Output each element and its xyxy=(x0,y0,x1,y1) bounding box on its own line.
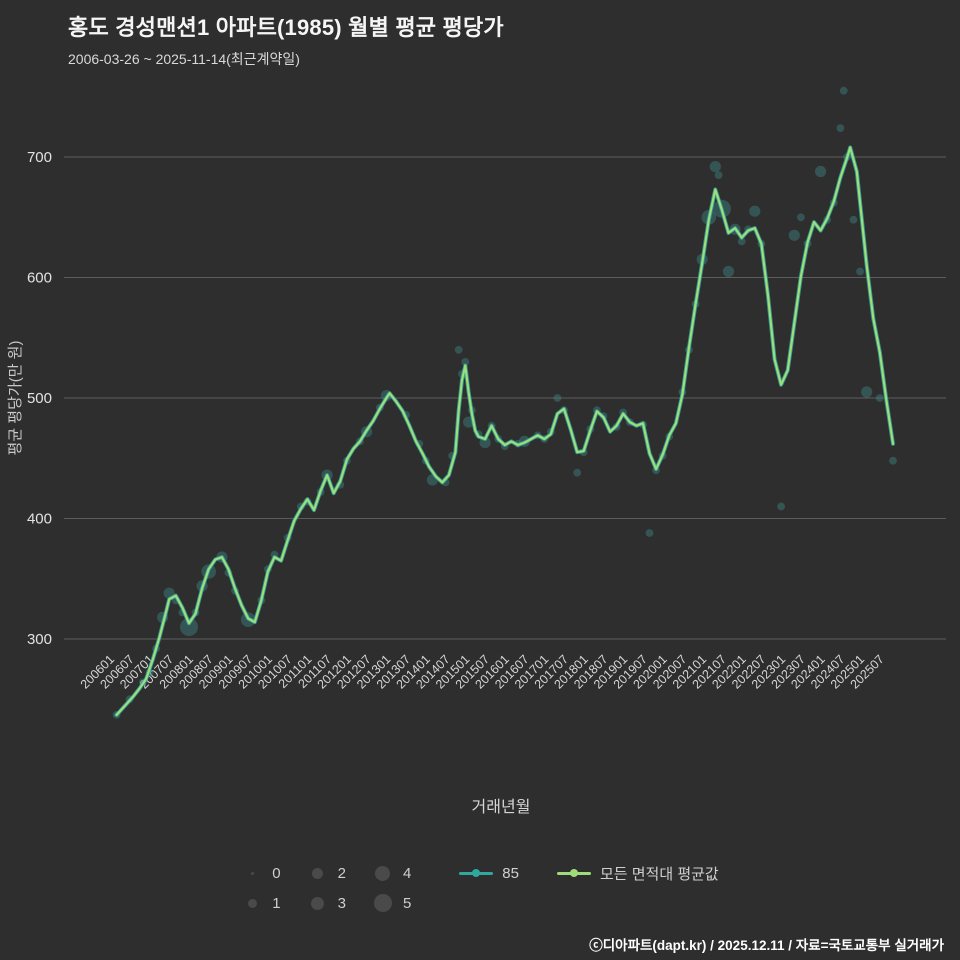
series-legend: 85 모든 면적대 평균값 xyxy=(459,858,719,888)
bubble-size-dot-5 xyxy=(373,894,392,912)
y-axis-label: 평균 평당가(만 원) xyxy=(7,341,24,456)
transaction-bubble[interactable] xyxy=(889,456,897,465)
transaction-bubble[interactable] xyxy=(461,358,470,366)
bubble-size-label-1: 1 xyxy=(272,894,281,912)
transaction-bubble[interactable] xyxy=(454,345,463,354)
legend-series-85[interactable]: 85 xyxy=(459,865,519,882)
transaction-bubble[interactable] xyxy=(180,618,198,636)
chart-subtitle: 2006-03-26 ~ 2025-11-14(최근계약일) xyxy=(68,51,300,67)
transaction-bubble[interactable] xyxy=(709,161,721,173)
bubble-size-label-3: 3 xyxy=(337,894,346,912)
bubble-size-legend: 0 1 2 3 4 5 xyxy=(241,858,411,918)
legend-series-avg[interactable]: 모든 면적대 평균값 xyxy=(556,863,719,884)
transaction-bubble[interactable] xyxy=(645,529,654,537)
series-85-line xyxy=(114,145,895,717)
transaction-bubble[interactable] xyxy=(815,165,827,178)
series-avg-label: 모든 면적대 평균값 xyxy=(599,865,719,883)
transaction-bubble[interactable] xyxy=(875,394,884,402)
bubble-size-dot-4 xyxy=(375,865,391,881)
chart-canvas[interactable]: 3004005006007002006012006072007012007072… xyxy=(0,62,960,852)
transaction-bubble[interactable] xyxy=(722,265,735,278)
x-axis-label: 거래년월 xyxy=(472,798,531,816)
transaction-bubble[interactable] xyxy=(777,502,785,511)
transaction-bubble[interactable] xyxy=(836,124,845,132)
chart-header: 홍도 경성맨션1 아파트(1985) 월별 평균 평당가 2006-03-26 … xyxy=(68,10,504,69)
series-avg-line xyxy=(115,146,895,717)
y-tick-label: 500 xyxy=(27,390,52,407)
bubble-size-label-4: 4 xyxy=(402,864,412,882)
transaction-bubble[interactable] xyxy=(553,394,562,402)
series-85-swatch xyxy=(459,869,494,877)
transaction-bubble[interactable] xyxy=(714,171,723,179)
series-avg-swatch-dot xyxy=(569,869,578,877)
source-credit: ⓒ디아파트(dapt.kr) / 2025.12.11 / 자료=국토교통부 실… xyxy=(589,938,944,953)
bubble-legend-item-4[interactable]: 4 xyxy=(372,858,411,888)
series-avg-swatch xyxy=(556,869,591,877)
series-85-label: 85 xyxy=(502,864,519,882)
chart-legend: 0 1 2 3 4 5 85 모든 면적대 평균값 xyxy=(0,858,960,918)
transaction-bubble[interactable] xyxy=(749,205,761,217)
transaction-bubble[interactable] xyxy=(839,86,848,95)
transaction-bubble[interactable] xyxy=(573,468,582,477)
series-85-swatch-dot xyxy=(472,869,481,877)
y-tick-label: 300 xyxy=(27,631,52,648)
transaction-bubble[interactable] xyxy=(797,213,805,222)
bubble-size-dot-1 xyxy=(247,898,257,908)
bubble-legend-item-2[interactable]: 2 xyxy=(307,858,346,888)
transaction-bubble[interactable] xyxy=(861,386,873,398)
bubble-size-dot-0 xyxy=(250,871,254,875)
bubble-size-label-2: 2 xyxy=(337,864,346,882)
transaction-bubble[interactable] xyxy=(856,267,864,276)
transaction-bubble[interactable] xyxy=(849,215,858,224)
y-tick-label: 600 xyxy=(27,270,52,287)
bubble-size-label-5: 5 xyxy=(402,894,412,912)
bubble-legend-item-0[interactable]: 0 xyxy=(241,858,281,888)
y-tick-label: 700 xyxy=(27,149,52,166)
bubble-size-dot-2 xyxy=(312,867,324,879)
bubble-size-label-0: 0 xyxy=(272,864,281,882)
bubble-size-dot-3 xyxy=(311,896,325,910)
bubble-legend-item-1[interactable]: 1 xyxy=(241,888,281,918)
bubble-legend-item-3[interactable]: 3 xyxy=(307,888,346,918)
transaction-bubble[interactable] xyxy=(788,229,800,241)
chart-title: 홍도 경성맨션1 아파트(1985) 월별 평균 평당가 xyxy=(68,15,504,40)
transaction-bubble[interactable] xyxy=(737,237,746,246)
bubble-legend-item-5[interactable]: 5 xyxy=(372,888,411,918)
y-tick-label: 400 xyxy=(27,511,52,528)
